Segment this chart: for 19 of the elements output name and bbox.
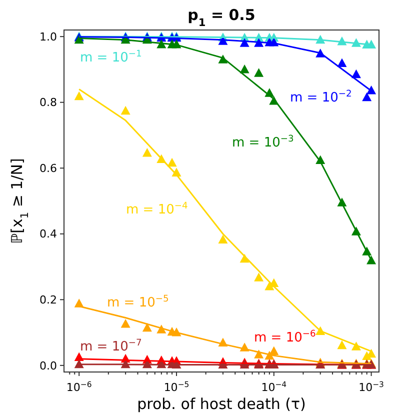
series-label: m = 10$^{−7}$: [80, 338, 142, 355]
y-tick-label: 1.0: [40, 30, 57, 44]
y-tick-label: 0.8: [40, 96, 57, 110]
y-tick-label: 0.4: [40, 228, 57, 241]
series-label: m = 10$^{−2}$: [290, 90, 352, 106]
y-tick-label: 0.2: [40, 294, 57, 307]
x-tick-label: 10$^{−4}$: [261, 380, 287, 394]
x-axis-title: prob. of host death (τ): [137, 395, 306, 413]
x-tick-label: 10$^{−6}$: [66, 380, 92, 394]
x-tick-label: 10$^{−5}$: [164, 380, 190, 394]
chart-title: p$_{1}$ = 0.5: [188, 6, 256, 29]
x-tick-label: 10$^{−3}$: [358, 380, 384, 394]
series-label: m = 10$^{−3}$: [232, 134, 294, 151]
series-label: m = 10$^{−5}$: [107, 294, 169, 311]
series-label: m = 10$^{−6}$: [254, 330, 316, 346]
series-label: m = 10$^{−1}$: [80, 50, 142, 66]
y-tick-label: 0.0: [40, 359, 57, 372]
series-label: m = 10$^{−4}$: [126, 202, 188, 218]
y-tick-label: 0.6: [40, 162, 57, 175]
